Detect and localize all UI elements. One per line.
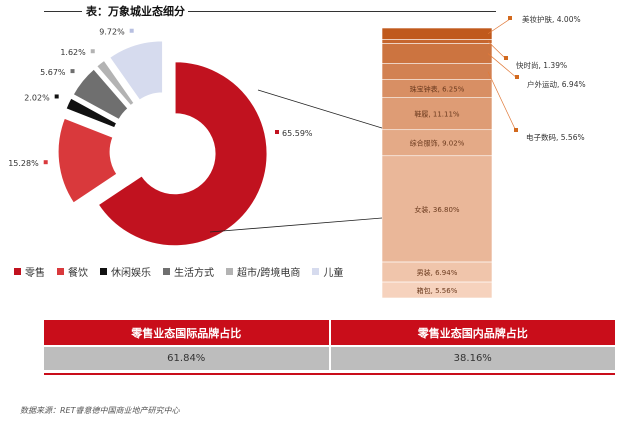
- legend-swatch-retail: [14, 268, 21, 275]
- legend-label-dining: 餐饮: [68, 268, 88, 279]
- callout-marker-8: [504, 56, 508, 60]
- domestic-share-header: 零售业态国内品牌占比: [329, 320, 615, 347]
- legend-swatch-dining: [57, 268, 64, 275]
- title-rule-left: [44, 11, 82, 12]
- intl-share-value: 61.84%: [44, 346, 331, 370]
- title-rule-right: [188, 11, 496, 12]
- legend-label-supermarket: 超市/跨境电商: [237, 268, 301, 279]
- legend-item-supermarket: 超市/跨境电商: [226, 264, 300, 279]
- donut-slice-leisure: [65, 97, 118, 129]
- donut-label-marker: [275, 130, 279, 134]
- callout-label-7: 户外运动, 6.94%: [527, 79, 586, 89]
- source-note: 数据来源：RET睿意德中国商业地产研究中心: [20, 406, 180, 415]
- legend-swatch-leisure: [100, 268, 107, 275]
- callout-marker-9: [508, 16, 512, 20]
- donut-label-retail: 65.59%: [282, 129, 313, 138]
- donut-legend: 零售 餐饮 休闲娱乐 生活方式 超市/跨境电商 儿童: [14, 264, 343, 279]
- callout-line-7: [487, 53, 518, 79]
- legend-item-leisure: 休闲娱乐: [100, 264, 151, 279]
- table-bottom-rule: [44, 373, 615, 375]
- bar-label-5: 珠宝钟表, 6.25%: [410, 85, 465, 94]
- legend-item-retail: 零售: [14, 264, 45, 279]
- bar-segment-4: [381, 97, 493, 131]
- bar-segment-8: [381, 39, 493, 44]
- donut-label-marker: [70, 69, 75, 74]
- connector-line-top: [257, 89, 383, 129]
- callout-marker-6: [514, 128, 518, 132]
- bar-segment-9: [381, 27, 493, 40]
- legend-label-leisure: 休闲娱乐: [111, 268, 151, 279]
- legend-item-dining: 餐饮: [57, 264, 88, 279]
- donut-label-marker: [90, 49, 95, 54]
- bar-label-3: 综合服饰, 9.02%: [410, 139, 465, 148]
- legend-swatch-lifestyle: [163, 268, 170, 275]
- legend-item-lifestyle: 生活方式: [163, 264, 214, 279]
- bar-label-2: 女装, 36.80%: [414, 205, 459, 214]
- donut-label-marker: [129, 28, 134, 33]
- donut-label-marker: [54, 94, 59, 99]
- brand-share-table: 零售业态国际品牌占比 零售业态国内品牌占比 61.84% 38.16%: [44, 320, 615, 370]
- donut-label-dining: 15.28%: [8, 159, 39, 168]
- bar-segment-7: [381, 43, 493, 64]
- bar-segment-3: [381, 129, 493, 157]
- callout-line-9: [487, 18, 511, 35]
- callout-line-6: [487, 71, 517, 132]
- callout-label-6: 电子数码, 5.56%: [526, 132, 585, 142]
- intl-share-header: 零售业态国际品牌占比: [44, 320, 331, 347]
- donut-label-leisure: 2.02%: [24, 93, 50, 102]
- donut-chart: 65.59% 15.28% 2.02% 5.67% 1.62% 9.72%: [8, 28, 313, 247]
- legend-item-kids: 儿童: [312, 264, 343, 279]
- callout-marker-7: [515, 75, 519, 79]
- legend-label-kids: 儿童: [323, 268, 344, 279]
- legend-label-lifestyle: 生活方式: [174, 268, 214, 279]
- retail-breakdown-chart: 65.59% 15.28% 2.02% 5.67% 1.62% 9.72% 箱包, 5.5…: [8, 14, 586, 299]
- bar-label-4: 鞋履, 11.11%: [414, 110, 459, 119]
- callout-label-9: 美妆护肤, 4.00%: [522, 14, 581, 24]
- domestic-share-value: 38.16%: [329, 346, 615, 370]
- stacked-bar-chart: 箱包, 5.56% 男装, 6.94% 女装, 36.80% 综合服饰, 9.02% 鞋…: [209, 14, 586, 299]
- donut-slice-dining: [57, 117, 118, 204]
- bar-label-1: 男装, 6.94%: [417, 268, 458, 277]
- page-title: 表：万象城业态细分: [86, 5, 185, 18]
- donut-slice-supermarket: [96, 59, 135, 107]
- bar-segment-6: [381, 63, 493, 80]
- donut-label-supermarket: 1.62%: [60, 48, 86, 57]
- donut-label-kids: 9.72%: [99, 28, 125, 37]
- callout-label-8: 快时尚, 1.39%: [516, 60, 567, 70]
- bar-segment-2: [381, 155, 493, 263]
- donut-slice-lifestyle: [72, 68, 129, 121]
- legend-label-retail: 零售: [25, 268, 45, 279]
- legend-swatch-kids: [312, 268, 320, 275]
- donut-slice-kids: [109, 40, 164, 101]
- donut-slice-retail: [97, 61, 268, 247]
- donut-label-marker: [43, 160, 48, 165]
- connector-line-bottom: [209, 217, 383, 233]
- bar-label-0: 箱包, 5.56%: [417, 286, 458, 295]
- callout-line-8: [487, 41, 507, 60]
- legend-swatch-supermarket: [226, 268, 233, 275]
- donut-label-lifestyle: 5.67%: [40, 68, 66, 77]
